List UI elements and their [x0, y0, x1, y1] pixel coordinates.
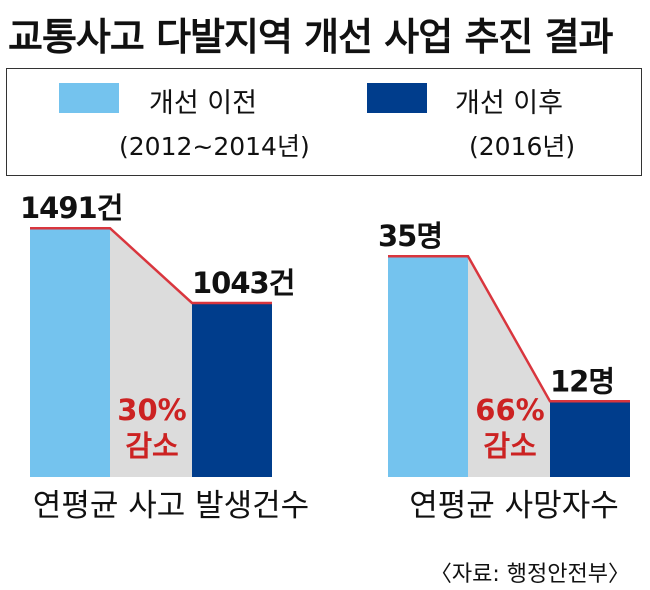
chart-title: 교통사고 다발지역 개선 사업 추진 결과	[8, 15, 614, 59]
bar-after-1	[192, 302, 272, 477]
value-label-before-1: 1491건	[20, 191, 122, 225]
value-label-before-2: 35명	[378, 219, 442, 253]
decrease-label-1: 감소	[125, 429, 178, 463]
legend-label-before: 개선 이전	[149, 88, 257, 119]
reduction-area-2	[468, 256, 550, 477]
source-note: 〈자료: 행정안전부〉	[429, 562, 630, 587]
reduction-area-1	[110, 228, 192, 477]
bar-after-2	[550, 401, 630, 477]
legend-swatch-before	[59, 83, 119, 113]
percent-label-2: 66%	[475, 393, 544, 427]
legend-sub-after: (2016년)	[469, 132, 576, 161]
value-label-after-1: 1043건	[192, 266, 294, 300]
value-label-after-2: 12명	[550, 364, 614, 398]
bar-before-2	[388, 256, 468, 477]
chart-caption-1: 연평균 사고 발생건수	[33, 488, 309, 524]
bar-before-1	[30, 228, 110, 477]
percent-label-1: 30%	[117, 393, 186, 427]
decrease-label-2: 감소	[483, 429, 536, 463]
legend: 개선 이전 (2012~2014년) 개선 이후 (2016년)	[6, 68, 642, 176]
legend-sub-before: (2012~2014년)	[119, 132, 310, 161]
trend-line-1	[30, 226, 272, 305]
legend-label-after: 개선 이후	[455, 88, 563, 119]
legend-swatch-after	[367, 83, 427, 113]
chart-caption-2: 연평균 사망자수	[409, 488, 619, 524]
trend-line-2	[388, 254, 630, 403]
